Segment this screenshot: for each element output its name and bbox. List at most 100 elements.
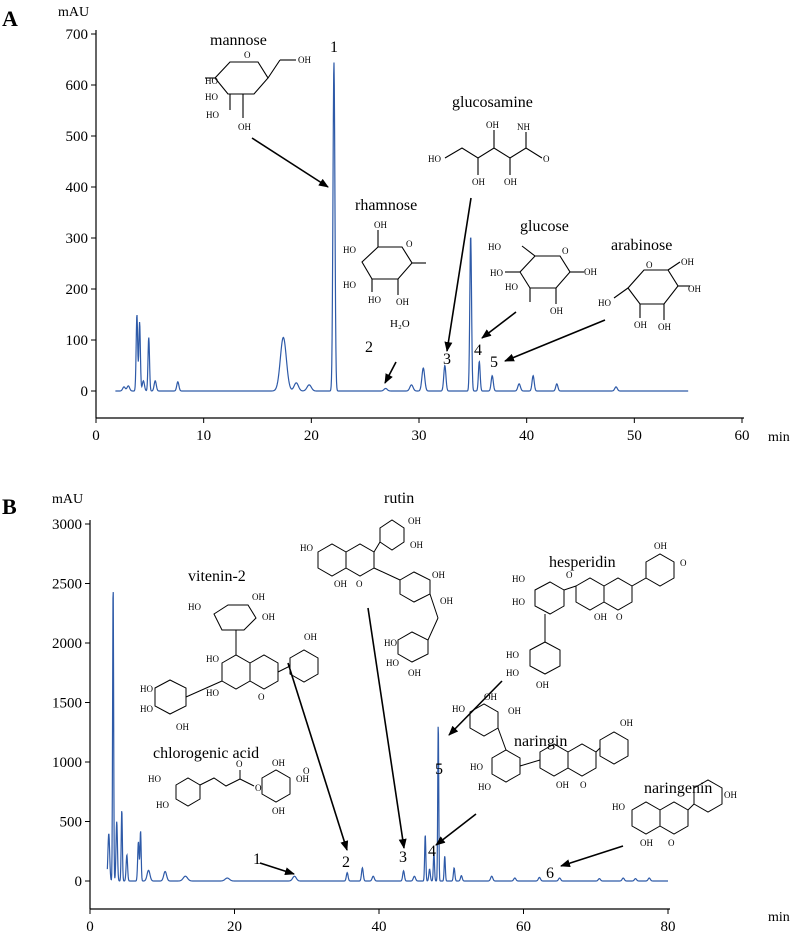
compound-label-hesperidin: hesperidin: [549, 554, 616, 571]
x-tick-label-a: 60: [735, 428, 750, 444]
svg-text:OH: OH: [634, 320, 647, 330]
x-tick-label-a: 0: [92, 428, 100, 444]
peak-number-b-2: 2: [342, 854, 350, 871]
svg-text:O: O: [543, 154, 550, 164]
x-tick-label-a: 20: [304, 428, 319, 444]
arrow-rhamnose: [384, 361, 397, 384]
structure-glucosamine: [444, 130, 543, 175]
arrow-mannose: [251, 137, 329, 188]
axes-b: 0 500 1000 1500 2000 2500 3000 0 20 40 60 80: [52, 517, 676, 935]
compound-label-glucosamine: glucosamine: [452, 94, 533, 111]
svg-text:O: O: [244, 50, 251, 60]
svg-text:O: O: [616, 612, 623, 622]
svg-text:HO: HO: [300, 543, 313, 553]
svg-text:NH: NH: [517, 122, 530, 132]
structure-vitenin-2: [154, 604, 319, 715]
structure-hesperidin-text: HO HO O OH O OH O HO HO OH: [506, 541, 687, 690]
x-tick-label-a: 40: [519, 428, 534, 444]
svg-text:HO: HO: [148, 774, 161, 784]
compound-label-vitenin-2: vitenin-2: [188, 568, 246, 585]
compound-label-glucose: glucose: [520, 218, 569, 235]
svg-text:O: O: [580, 780, 587, 790]
svg-text:OH: OH: [550, 306, 563, 316]
svg-text:OH: OH: [508, 706, 521, 716]
structure-rhamnose: [361, 230, 426, 295]
structure-vitenin-2-text: HO OH OH HO OH HO HO HO OH O: [140, 592, 317, 732]
svg-text:HO: HO: [452, 704, 465, 714]
y-tick-label-a: 0: [81, 384, 89, 400]
x-axis-unit-a: min: [768, 430, 790, 445]
svg-text:OH: OH: [688, 284, 701, 294]
svg-text:OH: OH: [724, 790, 737, 800]
structure-rutin: [317, 519, 439, 663]
svg-text:O: O: [303, 766, 310, 776]
compound-label-naringin: naringin: [514, 733, 567, 750]
peak-number-b-5: 5: [435, 761, 443, 778]
svg-text:OH: OH: [432, 570, 445, 580]
arrow-naringenin: [560, 845, 624, 868]
structure-mannose: [205, 59, 296, 118]
svg-text:OH: OH: [262, 612, 275, 622]
panel-letter-b: B: [2, 494, 17, 519]
svg-text:HO: HO: [470, 762, 483, 772]
svg-text:OH: OH: [484, 692, 497, 702]
svg-text:HO: HO: [206, 654, 219, 664]
svg-text:OH: OH: [640, 838, 653, 848]
arrows-b: [259, 607, 624, 876]
svg-text:HO: HO: [598, 298, 611, 308]
svg-text:O: O: [668, 838, 675, 848]
svg-text:O: O: [255, 783, 262, 793]
svg-text:OH: OH: [408, 516, 421, 526]
y-tick-label-b: 3000: [52, 517, 82, 533]
panel-b: B mAU min 0 500 1000 1500 2000 2500 3000 0 20 40 6…: [2, 490, 790, 935]
svg-text:HO: HO: [343, 280, 356, 290]
svg-text:OH: OH: [272, 758, 285, 768]
arrow-hesperidin: [448, 680, 503, 736]
y-tick-label-b: 500: [60, 815, 83, 831]
svg-text:OH: OH: [396, 297, 409, 307]
arrow-rutin: [367, 607, 407, 849]
arrow-glucose: [481, 311, 517, 339]
structure-hesperidin: [529, 553, 675, 675]
svg-text:OH: OH: [334, 579, 347, 589]
peak-number-a-2: 2: [365, 339, 373, 356]
x-tick-label-b: 80: [661, 919, 676, 935]
peak-number-a-3: 3: [443, 351, 451, 368]
peak-number-b-6: 6: [546, 865, 554, 882]
structure-naringenin: [631, 779, 723, 835]
svg-text:OH: OH: [536, 680, 549, 690]
compound-label-rutin: rutin: [384, 490, 414, 507]
svg-text:OH: OH: [304, 632, 317, 642]
svg-text:O: O: [258, 692, 265, 702]
svg-text:OH: OH: [440, 596, 453, 606]
structure-glucose-text: HO O OH HO HO OH: [488, 242, 597, 316]
arrow-naringin: [435, 813, 477, 846]
svg-text:HO: HO: [140, 684, 153, 694]
arrow-arabinose: [504, 319, 606, 362]
y-tick-label-a: 200: [66, 282, 89, 298]
arrow-vitenin-2: [287, 662, 349, 851]
compound-label-naringenin: naringenin: [644, 780, 712, 797]
x-tick-label-b: 40: [372, 919, 387, 935]
svg-text:O: O: [406, 239, 413, 249]
chromatogram-trace-a: [115, 62, 689, 392]
structure-naringin: [469, 703, 629, 783]
structure-rhamnose-text: OH O HO HO HO OH: [343, 220, 413, 307]
svg-text:HO: HO: [490, 268, 503, 278]
svg-text:OH: OH: [504, 177, 517, 187]
svg-text:OH: OH: [654, 541, 667, 551]
svg-text:HO: HO: [156, 800, 169, 810]
y-tick-label-a: 600: [66, 78, 89, 94]
y-axis-unit-a: mAU: [58, 5, 89, 20]
structure-chlorogenic-acid: [175, 769, 291, 807]
svg-text:O: O: [566, 570, 573, 580]
x-axis-unit-b: min: [768, 910, 790, 925]
panel-a: A mAU min 0 100 200 300 400 500 600 700 0 10 20 30 4…: [2, 5, 790, 445]
y-tick-label-a: 700: [66, 27, 89, 43]
svg-text:OH: OH: [252, 592, 265, 602]
axes-a: 0 100 200 300 400 500 600 700 0 10 20 30 40 50 60: [66, 27, 750, 444]
svg-text:O: O: [562, 246, 569, 256]
svg-text:HO: HO: [512, 574, 525, 584]
svg-text:HO: HO: [428, 154, 441, 164]
svg-text:OH: OH: [658, 322, 671, 332]
